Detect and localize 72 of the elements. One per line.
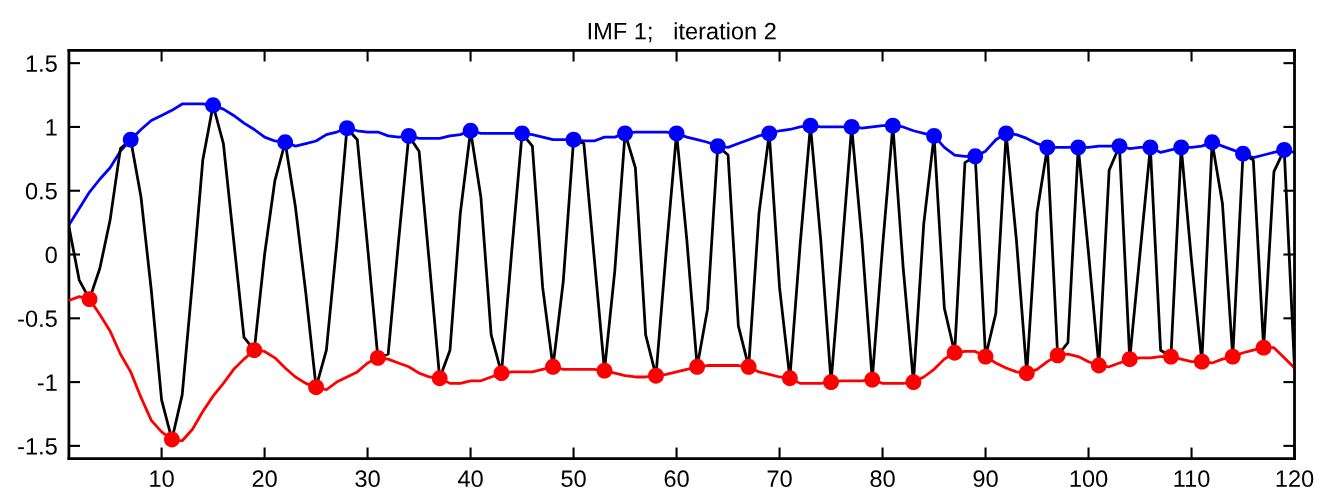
x-tick-label: 110 xyxy=(1174,470,1210,488)
point xyxy=(431,370,448,387)
point xyxy=(1193,353,1210,370)
point xyxy=(648,367,664,384)
point xyxy=(802,117,819,134)
point xyxy=(493,365,510,382)
point xyxy=(1018,365,1035,382)
point xyxy=(1163,348,1179,365)
point xyxy=(308,379,324,396)
x-tick-label: 100 xyxy=(1070,470,1108,488)
point xyxy=(740,358,757,375)
point xyxy=(596,362,613,379)
y-tick-label: -1 xyxy=(37,374,57,391)
point xyxy=(81,291,98,308)
point xyxy=(668,125,685,142)
point xyxy=(1276,141,1293,158)
x-tick-label: 30 xyxy=(355,470,380,488)
point xyxy=(205,97,222,114)
point xyxy=(1070,139,1087,156)
x-tick-label: 20 xyxy=(252,470,277,488)
y-tick-label: 0.5 xyxy=(25,182,57,200)
x-tick-label: 40 xyxy=(457,470,483,488)
point xyxy=(1204,134,1221,151)
point xyxy=(122,131,139,148)
point xyxy=(462,122,479,139)
y-tick-label: 0 xyxy=(45,246,57,264)
point xyxy=(617,125,633,142)
y-tick-label: -0.5 xyxy=(18,310,57,328)
point xyxy=(1224,348,1241,365)
x-tick-label: 90 xyxy=(973,470,998,488)
point xyxy=(926,127,942,144)
point xyxy=(823,374,839,391)
point xyxy=(905,374,922,391)
point xyxy=(946,344,963,361)
point xyxy=(246,342,263,359)
point xyxy=(761,125,778,142)
point xyxy=(1121,351,1138,368)
point xyxy=(514,125,530,142)
point xyxy=(1142,139,1159,156)
point xyxy=(689,358,706,375)
point xyxy=(998,125,1015,142)
point xyxy=(1049,347,1066,364)
point xyxy=(369,349,386,366)
point xyxy=(1255,339,1272,356)
point xyxy=(163,431,180,448)
point xyxy=(709,138,726,154)
point xyxy=(400,127,417,144)
point xyxy=(1039,139,1056,156)
point xyxy=(977,348,994,365)
point xyxy=(1235,145,1251,162)
point xyxy=(545,358,561,375)
point xyxy=(864,371,881,388)
point xyxy=(1090,357,1107,374)
x-tick-label: 50 xyxy=(561,470,586,488)
y-tick-label: -1.5 xyxy=(18,438,57,455)
point xyxy=(277,134,294,151)
point xyxy=(884,117,901,134)
chart-title: IMF 1; iteration 2 xyxy=(588,22,776,43)
y-tick-label: 1 xyxy=(46,119,57,136)
x-tick-label: 120 xyxy=(1276,470,1314,488)
point xyxy=(781,370,798,387)
point xyxy=(1111,138,1128,154)
x-tick-label: 60 xyxy=(664,470,689,488)
point xyxy=(1173,139,1190,156)
point xyxy=(967,148,984,165)
x-tick-label: 80 xyxy=(870,470,895,488)
point xyxy=(339,120,355,137)
y-tick-label: 1.5 xyxy=(26,55,57,72)
point xyxy=(565,131,582,148)
point xyxy=(843,119,860,135)
x-tick-label: 70 xyxy=(767,470,792,488)
x-tick-label: 10 xyxy=(150,470,174,488)
